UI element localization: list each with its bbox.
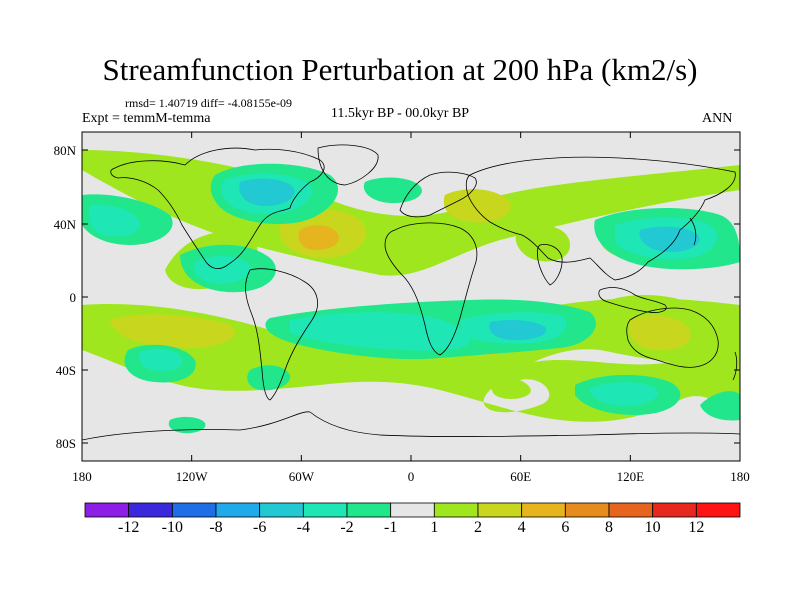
lon-tick-label: 60E xyxy=(510,469,531,484)
contour-field xyxy=(82,132,740,461)
season-label: ANN xyxy=(702,111,733,126)
colorbar-label: -12 xyxy=(118,519,139,536)
lat-tick-label: 80S xyxy=(56,436,76,451)
neg-peak-north-america xyxy=(239,178,295,206)
neg-peak-east-asia xyxy=(639,226,700,252)
colorbar-label: -1 xyxy=(384,519,397,536)
colorbar-swatch xyxy=(477,502,523,518)
coastline-europe xyxy=(399,171,477,218)
colorbar-label: 1 xyxy=(430,519,438,536)
coastline-australia xyxy=(626,307,719,368)
colorbar-swatch xyxy=(652,502,697,518)
coastline-north-america xyxy=(110,147,325,270)
colorbar-swatch xyxy=(608,502,654,518)
colorbar-label: 12 xyxy=(688,519,704,536)
colorbar-swatch xyxy=(128,502,173,518)
neg-core-north-pacific xyxy=(89,204,141,237)
pos-core-australia xyxy=(628,315,691,351)
lon-tick-label: 180 xyxy=(730,469,750,484)
coastlines xyxy=(82,144,740,441)
pos-peak-north-atlantic xyxy=(298,225,339,250)
pos-core-south-pacific xyxy=(110,314,236,348)
colorbar-label: -4 xyxy=(297,519,310,536)
coastline-antarctica xyxy=(82,411,740,441)
coastline-maritime-continent xyxy=(598,287,667,313)
colorbar-swatch xyxy=(695,502,741,518)
colorbar-swatch xyxy=(84,502,130,518)
neg-core-tropical-south xyxy=(290,312,470,351)
colorbar-label: 2 xyxy=(474,519,482,536)
pos-band-atlantic-south xyxy=(515,224,570,262)
colorbar-swatch xyxy=(433,502,479,518)
colorbar-label: -8 xyxy=(209,519,222,536)
lat-tick-label: 40S xyxy=(56,363,76,378)
neg-core-south-pacific xyxy=(139,348,183,372)
neg-peak-indian xyxy=(489,319,546,340)
colorbar-swatch xyxy=(171,502,217,518)
colorbar-label: -2 xyxy=(340,519,353,536)
lon-tick-label: 120E xyxy=(617,469,645,484)
coastline-south-america xyxy=(245,268,319,401)
colorbar-swatch xyxy=(564,502,610,518)
neg-band-southern-ocean-east xyxy=(700,391,740,421)
lon-tick-label: 60W xyxy=(289,469,315,484)
lon-tick-label: 0 xyxy=(408,469,415,484)
lon-tick-label: 180 xyxy=(72,469,92,484)
map-title: Streamfunction Perturbation at 200 hPa (… xyxy=(102,52,698,87)
colorbar-swatch xyxy=(346,502,392,518)
period-label: 11.5kyr BP - 00.0kyr BP xyxy=(330,106,470,121)
neg-band-arctic-asia xyxy=(363,177,422,204)
lon-tick-label: 120W xyxy=(176,469,209,484)
coastline-africa xyxy=(384,222,478,356)
colorbar-label: -6 xyxy=(253,519,266,536)
coastline-india xyxy=(537,244,563,286)
statistics-text: rmsd= 1.40719 diff= -4.08155e-09 xyxy=(125,96,292,110)
colorbar-label: 8 xyxy=(605,519,613,536)
coastline-greenland xyxy=(317,144,379,186)
coastline-japan xyxy=(689,217,697,246)
neg-band-mid-latitude-west xyxy=(168,416,206,434)
latitude-axis: 80N 40N 0 40S 80S xyxy=(54,143,740,451)
colorbar-label: -10 xyxy=(162,519,183,536)
neg-core-southern-indian xyxy=(589,382,659,406)
coastline-new-zealand xyxy=(732,351,738,381)
lat-tick-label: 0 xyxy=(70,290,77,305)
colorbar-swatch xyxy=(521,502,566,518)
colorbar-swatch xyxy=(302,502,348,518)
colorbar: -12 -10 -8 -6 -4 -2 -1 1 2 4 6 8 10 12 xyxy=(84,502,741,536)
lat-tick-label: 40N xyxy=(54,217,77,232)
colorbar-label: 4 xyxy=(518,519,526,536)
neg-core-eastern-pacific xyxy=(194,255,251,284)
colorbar-swatch xyxy=(215,502,261,518)
pos-core-mediterranean xyxy=(443,189,511,223)
colorbar-swatch xyxy=(390,502,435,518)
colorbar-swatch xyxy=(259,502,304,518)
coastline-asia xyxy=(465,156,736,281)
colorbar-label: 6 xyxy=(561,519,569,536)
colorbar-label: 10 xyxy=(645,519,661,536)
longitude-axis: 180 120W 60W 0 60E 120E 180 xyxy=(72,132,750,484)
lat-tick-label: 80N xyxy=(54,143,77,158)
experiment-label: Expt = temmM-temma xyxy=(82,111,211,126)
